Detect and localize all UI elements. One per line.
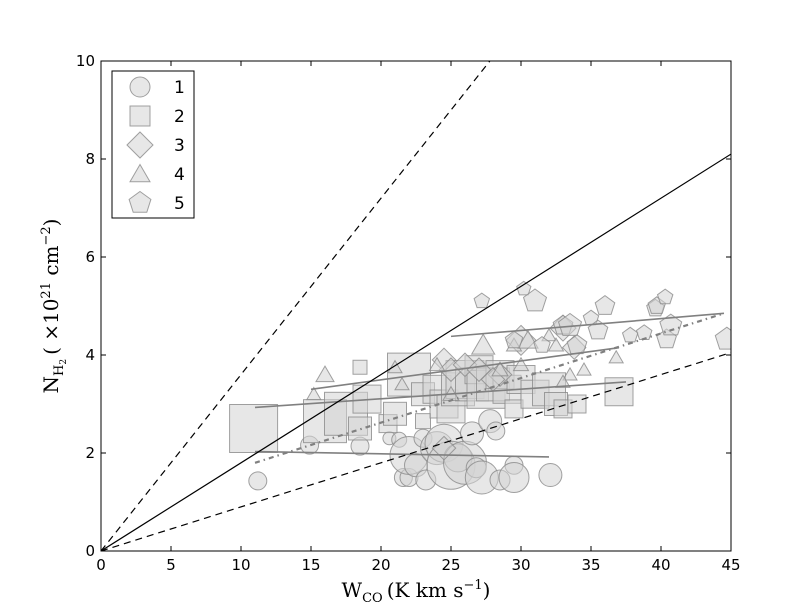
data-point	[491, 361, 509, 377]
data-point	[470, 333, 496, 355]
series-5	[473, 280, 731, 355]
x-tick-label: 30	[511, 556, 530, 574]
data-point	[714, 326, 731, 350]
x-tick-label: 35	[581, 556, 600, 574]
data-point	[512, 356, 530, 372]
data-point	[504, 399, 524, 419]
y-tick-label: 0	[85, 542, 95, 560]
data-point	[555, 374, 571, 388]
x-axis-label: WCO (K km s−1)	[342, 578, 491, 606]
x-tick-label: 45	[721, 556, 740, 574]
fit-line-series-1	[254, 450, 550, 458]
data-point	[383, 401, 407, 426]
data-point	[348, 416, 372, 441]
legend-item-4: 4	[129, 163, 185, 185]
data-point	[594, 294, 616, 315]
data-point	[538, 463, 563, 488]
plot-frame	[100, 60, 732, 552]
fit-line-series-3	[310, 346, 620, 391]
x-tick-label: 25	[441, 556, 460, 574]
legend-item-5: 5	[128, 190, 185, 214]
data-point	[567, 394, 587, 414]
data-point	[394, 376, 410, 391]
data-point	[635, 324, 653, 340]
triangle-icon	[129, 163, 151, 183]
data-point	[517, 329, 539, 349]
series-4	[305, 327, 625, 401]
data-point	[516, 280, 532, 296]
x-tick-label: 40	[651, 556, 670, 574]
data-point	[387, 359, 403, 374]
y-tick-label: 10	[76, 52, 95, 70]
fit-line-series-5	[450, 312, 725, 338]
pentagon-icon	[128, 190, 152, 213]
legend-item-2: 2	[129, 105, 185, 127]
y-tick-label: 8	[85, 150, 95, 168]
y-tick-label: 2	[85, 444, 95, 462]
data-point	[576, 362, 592, 376]
x-tick-label: 5	[166, 556, 176, 574]
data-point	[486, 421, 506, 441]
y-tick-label: 4	[85, 346, 95, 364]
data-point	[522, 288, 548, 312]
legend-label: 4	[174, 165, 185, 185]
reference-line	[101, 153, 731, 551]
legend-label: 2	[174, 107, 185, 127]
data-point	[415, 413, 431, 430]
data-point	[541, 327, 557, 342]
data-point	[352, 359, 368, 375]
data-point	[305, 386, 322, 401]
data-point	[248, 471, 268, 491]
y-tick-label: 6	[85, 248, 95, 266]
circle-icon	[129, 76, 151, 98]
y-axis-label: NH2( ×1021 cm−2)	[39, 218, 69, 393]
legend-label: 5	[174, 194, 185, 214]
data-point	[533, 335, 551, 353]
data-point	[498, 462, 530, 493]
data-point	[656, 288, 674, 305]
data-point	[460, 421, 484, 446]
fit-line-series-4	[254, 312, 725, 464]
x-tick-label: 0	[96, 556, 106, 574]
reference-line	[101, 61, 491, 551]
legend-item-3: 3	[126, 131, 185, 159]
data-point	[428, 356, 446, 372]
data-point	[431, 435, 457, 461]
data-point	[229, 404, 279, 453]
data-point	[473, 292, 491, 309]
x-tick-label: 10	[231, 556, 250, 574]
x-tick-label: 20	[371, 556, 390, 574]
data-point	[557, 312, 583, 336]
reference-line	[101, 351, 731, 551]
data-point	[547, 337, 565, 352]
data-point	[608, 349, 625, 364]
data-point	[562, 366, 578, 381]
square-icon	[129, 105, 151, 127]
x-tick-label: 15	[301, 556, 320, 574]
data-point	[315, 365, 335, 383]
data-point	[621, 326, 639, 343]
data-point	[659, 313, 683, 336]
data-point	[566, 334, 588, 355]
legend-label: 3	[174, 136, 185, 156]
legend-item-1: 1	[129, 76, 185, 98]
series-1	[248, 409, 563, 495]
data-point	[504, 330, 524, 349]
legend-label: 1	[174, 78, 185, 98]
diamond-icon	[126, 131, 154, 159]
plot-area	[101, 61, 731, 551]
fit-line-series-2	[254, 381, 627, 409]
